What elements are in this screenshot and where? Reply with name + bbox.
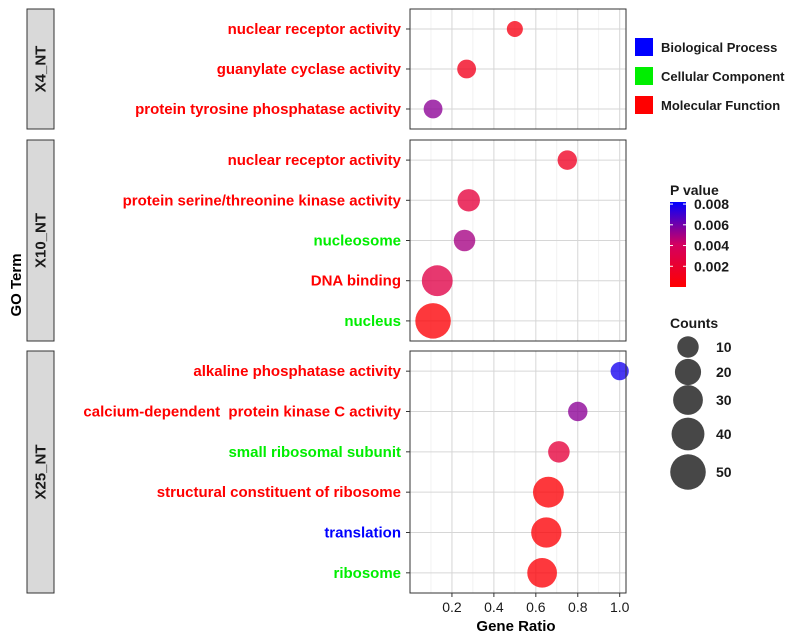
x-axis-title: Gene Ratio [476, 618, 555, 635]
data-point [531, 517, 562, 548]
counts-legend-label: 40 [716, 426, 732, 442]
data-point [557, 150, 577, 170]
category-legend: Biological Process Cellular Component Mole… [635, 38, 785, 114]
counts-legend-dot [673, 385, 703, 415]
data-point [568, 401, 588, 422]
panel-X10_NT: X10_NT nuclear receptor activity protein s… [26, 139, 627, 342]
panel-border [409, 8, 627, 130]
x-axis: 0.2 0.4 0.6 0.8 1.0 [442, 593, 630, 615]
data-point [457, 59, 477, 79]
y-tick-label: protein serine/threonine kinase activity [123, 192, 402, 209]
legend-swatch [635, 38, 653, 56]
pvalue-legend-title: P value [670, 182, 719, 198]
colorbar-tick-label: 0.006 [694, 217, 729, 233]
pvalue-colorbar [670, 202, 686, 287]
counts-legend-label: 20 [716, 364, 732, 380]
y-tick-label: structural constituent of ribosome [157, 484, 401, 501]
panel-strip-label: X25_NT [33, 444, 50, 499]
panel-X4_NT: X4_NT nuclear receptor activity guanylate … [26, 8, 627, 130]
y-tick-label: calcium-dependent protein kinase C activ… [83, 404, 401, 421]
panel-background [410, 351, 626, 593]
legend-label: Molecular Function [661, 98, 780, 113]
panel-strip [26, 8, 55, 130]
x-tick-label: 0.6 [526, 599, 546, 615]
y-tick-label: translation [324, 525, 401, 542]
counts-legend-dot [670, 454, 706, 490]
panel-strip [26, 139, 55, 342]
panel-X25_NT: X25_NT alkaline phosphatase activity calci… [26, 350, 629, 594]
y-tick-label: nuclear receptor activity [228, 152, 402, 169]
panel-strip [26, 350, 55, 594]
y-tick-label: nuclear receptor activity [228, 21, 402, 38]
counts-legend-label: 10 [716, 339, 732, 355]
y-axis-title: GO Term [8, 253, 25, 316]
y-tick-label: alkaline phosphatase activity [193, 363, 401, 380]
panel-strip-label: X4_NT [33, 46, 50, 93]
y-tick-label: ribosome [333, 565, 401, 582]
data-point [610, 362, 629, 381]
counts-legend-label: 50 [716, 464, 732, 480]
legend-label: Biological Process [661, 40, 777, 55]
data-point [453, 229, 476, 252]
colorbar-tick-label: 0.002 [694, 258, 729, 274]
x-tick-label: 0.2 [442, 599, 462, 615]
data-point [532, 476, 564, 508]
x-tick-label: 0.8 [568, 599, 588, 615]
counts-legend-dot [677, 336, 699, 358]
data-point [421, 265, 453, 297]
y-tick-label: guanylate cyclase activity [217, 61, 402, 78]
x-tick-label: 0.4 [484, 599, 504, 615]
y-tick-label: protein tyrosine phosphatase activity [135, 101, 402, 118]
data-point [423, 99, 443, 119]
panel-border [409, 350, 627, 594]
legend-label: Cellular Component [661, 69, 785, 84]
colorbar-tick-label: 0.004 [694, 238, 729, 254]
legend-swatch [635, 96, 653, 114]
legend-swatch [635, 67, 653, 85]
counts-legend-dot [674, 358, 702, 386]
counts-legend-label: 30 [716, 392, 732, 408]
panel-border [409, 139, 627, 342]
counts-legend: Counts 10 20 30 40 50 [670, 315, 732, 490]
x-tick-label: 1.0 [610, 599, 630, 615]
y-tick-label: small ribosomal subunit [228, 444, 401, 461]
counts-legend-title: Counts [670, 315, 718, 331]
colorbar-tick-label: 0.008 [694, 196, 729, 212]
y-tick-label: DNA binding [311, 273, 401, 290]
y-tick-label: nucleosome [313, 233, 401, 250]
data-point [457, 189, 480, 212]
counts-legend-dot [671, 417, 705, 451]
data-point [506, 20, 523, 38]
data-point [415, 303, 451, 339]
data-point [527, 557, 557, 588]
data-point [548, 441, 570, 463]
panel-strip-label: X10_NT [33, 213, 50, 268]
y-tick-label: nucleus [344, 313, 401, 330]
